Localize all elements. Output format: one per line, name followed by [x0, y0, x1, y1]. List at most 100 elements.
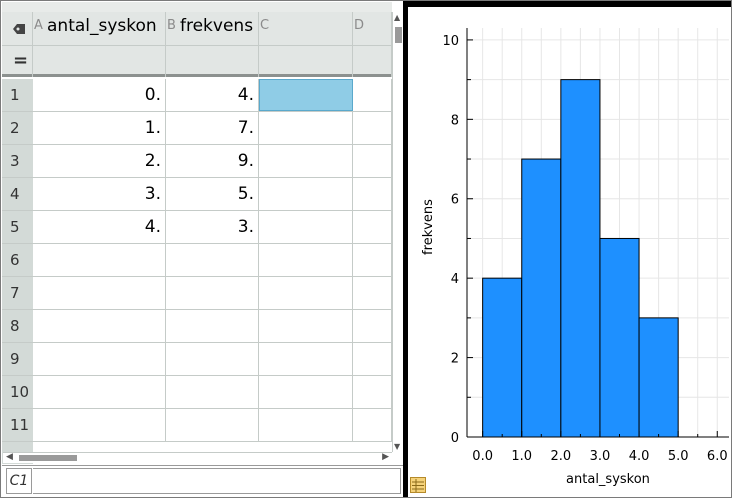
formula-cell-d[interactable]: [353, 46, 392, 77]
row-number[interactable]: 5: [2, 211, 33, 244]
corner-cell[interactable]: [2, 12, 33, 46]
table-cell[interactable]: [353, 409, 392, 441]
vertical-scrollbar[interactable]: ▲ ▼: [392, 12, 403, 452]
y-tick-label: 6: [451, 193, 459, 208]
table-cell[interactable]: [259, 112, 353, 144]
selected-cell[interactable]: [259, 79, 353, 111]
horizontal-scrollbar[interactable]: ◀ ▶: [3, 452, 392, 463]
table-cell[interactable]: [166, 409, 259, 441]
table-cell[interactable]: 3.: [166, 211, 259, 243]
table-cell[interactable]: [33, 277, 166, 309]
table-cell[interactable]: [259, 409, 353, 441]
table-row: 4. 3.: [33, 211, 392, 244]
table-cell[interactable]: [259, 178, 353, 210]
table-cell[interactable]: [353, 376, 392, 408]
scroll-right-icon[interactable]: ▶: [382, 452, 389, 462]
table-cell[interactable]: [166, 244, 259, 276]
y-axis-label: frekvens: [421, 199, 436, 255]
cell-grid[interactable]: 0. 4. 1. 7. 2. 9. 3. 5. 4. 3.: [33, 79, 392, 464]
y-tick-label: 2: [451, 352, 459, 367]
row-number[interactable]: 4: [2, 178, 33, 211]
table-cell[interactable]: [259, 310, 353, 342]
table-row: 1. 7.: [33, 112, 392, 145]
row-number[interactable]: 8: [2, 310, 33, 343]
table-row: 0. 4.: [33, 79, 392, 112]
column-letter: C: [260, 18, 270, 33]
table-cell[interactable]: 7.: [166, 112, 259, 144]
row-number-column: 1 2 3 4 5 6 7 8 9 10 11: [2, 79, 33, 464]
table-cell[interactable]: [166, 376, 259, 408]
table-cell[interactable]: [33, 376, 166, 408]
y-tick-label: 8: [451, 113, 459, 128]
scroll-left-icon[interactable]: ◀: [6, 452, 13, 462]
table-row: 3. 5.: [33, 178, 392, 211]
row-number[interactable]: 1: [2, 79, 33, 112]
entry-input[interactable]: [33, 468, 401, 494]
table-cell[interactable]: 2.: [33, 145, 166, 177]
table-cell[interactable]: [259, 211, 353, 243]
list-icon[interactable]: [410, 477, 426, 493]
table-cell[interactable]: [33, 244, 166, 276]
column-name: antal_syskon: [47, 16, 157, 36]
table-cell[interactable]: [259, 376, 353, 408]
row-number[interactable]: 2: [2, 112, 33, 145]
row-number[interactable]: 9: [2, 343, 33, 376]
table-cell[interactable]: [33, 409, 166, 441]
table-cell[interactable]: 4.: [166, 79, 259, 111]
table-cell[interactable]: [259, 145, 353, 177]
x-tick-label: 6.0: [707, 449, 728, 464]
table-cell[interactable]: [353, 178, 392, 210]
table-cell[interactable]: [353, 310, 392, 342]
table-cell[interactable]: 0.: [33, 79, 166, 111]
row-number[interactable]: 10: [2, 376, 33, 409]
table-cell[interactable]: [353, 112, 392, 144]
table-cell[interactable]: 1.: [33, 112, 166, 144]
formula-cell-b[interactable]: [166, 46, 259, 77]
horizontal-scroll-thumb[interactable]: [19, 455, 77, 461]
column-letter: D: [354, 18, 365, 33]
pane-divider[interactable]: [403, 1, 408, 497]
column-header-d[interactable]: D: [353, 12, 392, 46]
column-header-c[interactable]: C: [259, 12, 353, 46]
column-name: frekvens: [180, 16, 254, 36]
column-header-a[interactable]: A antal_syskon: [33, 12, 166, 46]
scroll-up-icon[interactable]: ▲: [394, 13, 401, 22]
table-cell[interactable]: [259, 343, 353, 375]
table-cell[interactable]: 5.: [166, 178, 259, 210]
table-cell[interactable]: [259, 277, 353, 309]
table-cell[interactable]: 4.: [33, 211, 166, 243]
table-row: [33, 277, 392, 310]
table-cell[interactable]: [166, 277, 259, 309]
table-cell[interactable]: [353, 277, 392, 309]
column-header-b[interactable]: B frekvens: [166, 12, 259, 46]
table-cell[interactable]: 3.: [33, 178, 166, 210]
x-axis-label: antal_syskon: [566, 472, 650, 487]
y-tick-label: 0: [451, 431, 459, 446]
table-cell[interactable]: [353, 211, 392, 243]
row-number[interactable]: 11: [2, 409, 33, 442]
table-cell[interactable]: [33, 343, 166, 375]
row-number[interactable]: 3: [2, 145, 33, 178]
table-cell[interactable]: 9.: [166, 145, 259, 177]
top-strip: [2, 2, 392, 12]
formula-cell-a[interactable]: [33, 46, 166, 77]
table-cell[interactable]: [166, 343, 259, 375]
table-cell[interactable]: [353, 79, 392, 111]
vertical-scroll-thumb[interactable]: [395, 27, 402, 43]
tag-icon[interactable]: [12, 23, 26, 35]
scroll-down-icon[interactable]: ▼: [394, 442, 401, 451]
x-tick-label: 2.0: [551, 449, 572, 464]
table-cell[interactable]: [166, 310, 259, 342]
formula-cell-c[interactable]: [259, 46, 353, 77]
graph-pane[interactable]: 0 2 4 6 8 10 0.0 1.0 2.0 3.0 4.0 5.0 6.0 antal_syskon…: [408, 1, 731, 497]
table-cell[interactable]: [33, 310, 166, 342]
table-cell[interactable]: [353, 343, 392, 375]
histogram-chart[interactable]: 0 2 4 6 8 10 0.0 1.0 2.0 3.0 4.0 5.0 6.0 antal_syskon…: [408, 7, 731, 497]
table-cell[interactable]: [353, 244, 392, 276]
entry-line: C1: [2, 465, 403, 497]
row-number[interactable]: 7: [2, 277, 33, 310]
table-cell[interactable]: [259, 244, 353, 276]
row-number[interactable]: 6: [2, 244, 33, 277]
table-cell[interactable]: [353, 145, 392, 177]
